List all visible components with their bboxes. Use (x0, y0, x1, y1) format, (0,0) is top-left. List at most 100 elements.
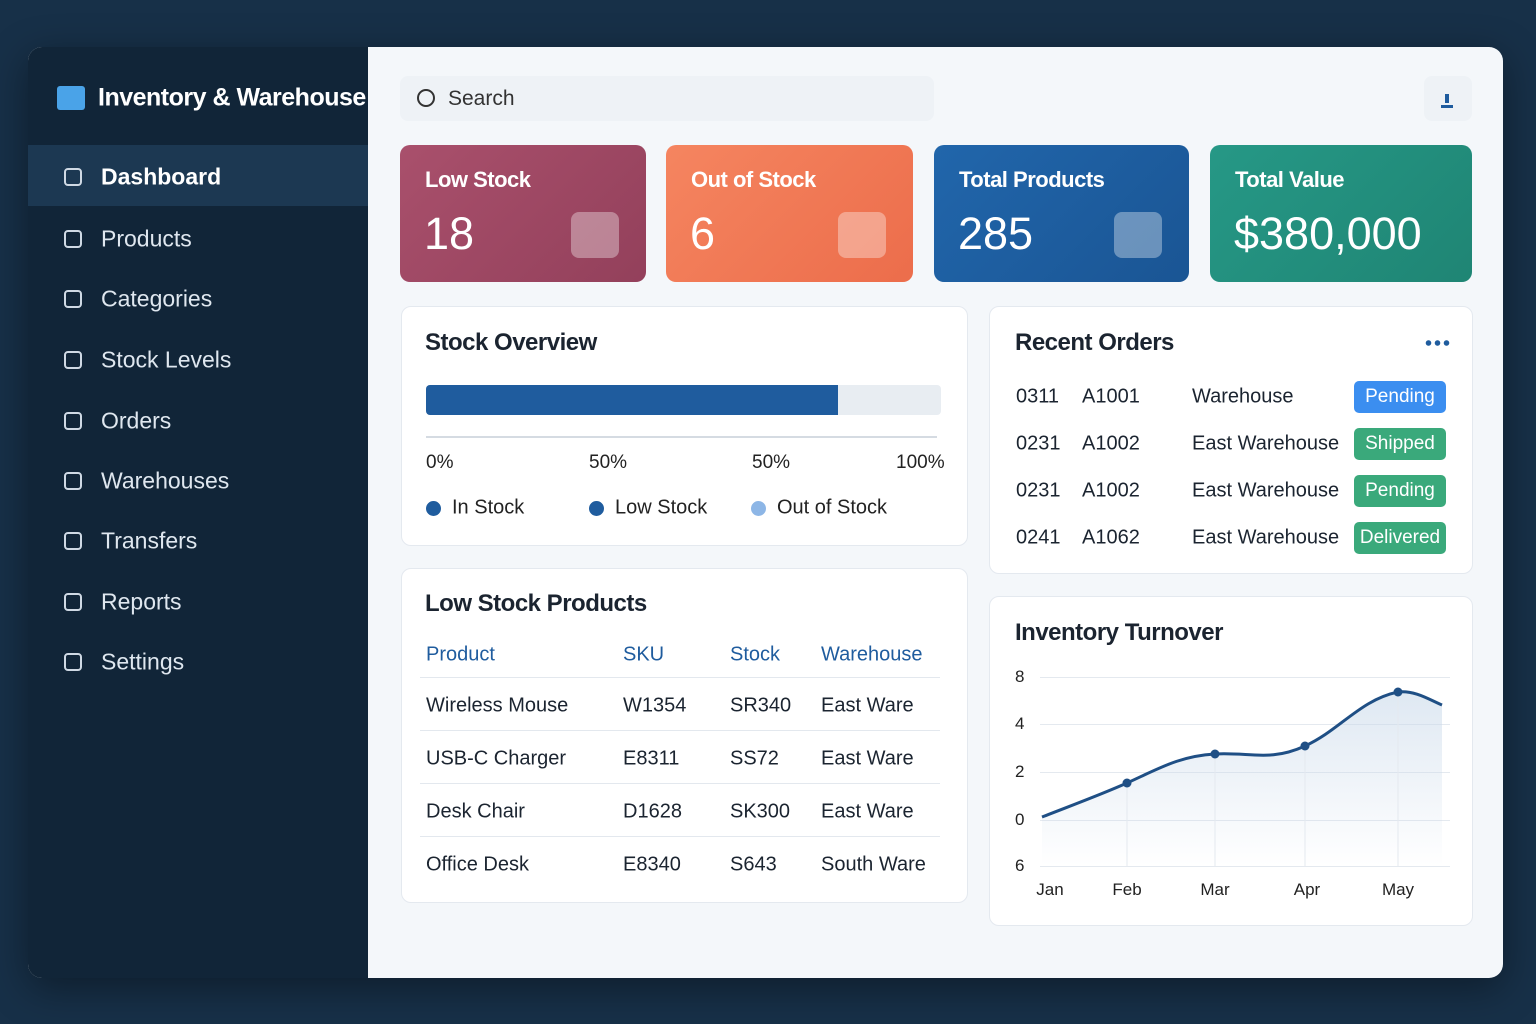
grid-line (1040, 724, 1450, 725)
order-id: A1001 (1082, 385, 1140, 408)
nav-icon (64, 351, 82, 369)
legend-dot (426, 501, 441, 516)
status-text: Shipped (1365, 433, 1435, 454)
row-divider (420, 783, 940, 784)
nav-icon (64, 412, 82, 430)
grid-line (1040, 772, 1450, 773)
x-label: Mar (1200, 880, 1230, 899)
order-id: A1062 (1082, 526, 1140, 549)
progress-fill (426, 385, 838, 415)
order-id: A1002 (1082, 432, 1140, 455)
grid-line (1040, 820, 1450, 821)
kpi-icon (838, 212, 886, 258)
table-cell: W1354 (623, 694, 687, 717)
nav-icon (64, 168, 82, 186)
order-date: 0241 (1016, 526, 1061, 549)
x-label: Feb (1112, 880, 1142, 899)
column-header: Product (426, 643, 495, 666)
nav-icon (64, 290, 82, 308)
axis-label: 50% (589, 452, 628, 473)
stock-card (401, 306, 968, 546)
table-cell: SR340 (730, 694, 792, 717)
kpi-value: 6 (690, 208, 716, 259)
table-cell: D1628 (623, 800, 682, 823)
download-icon (1441, 91, 1453, 108)
legend-label: Out of Stock (777, 496, 888, 519)
row-divider (420, 730, 940, 731)
nav-item[interactable]: Dashboard (101, 163, 222, 190)
status-text: Delivered (1359, 527, 1441, 548)
nav-item[interactable]: Transfers (101, 527, 198, 554)
y-label: 4 (1015, 714, 1025, 733)
nav-icon (64, 593, 82, 611)
nav-icon (64, 472, 82, 490)
order-warehouse: East Warehouse (1192, 479, 1340, 502)
order-date: 0311 (1016, 385, 1060, 408)
table-cell: East Ware (821, 800, 914, 823)
nav-item[interactable]: Categories (101, 285, 213, 312)
nav-icon (64, 653, 82, 671)
kpi-card (1210, 145, 1472, 282)
axis-label: 100% (896, 452, 945, 473)
y-label: 0 (1015, 810, 1025, 829)
legend-dot (751, 501, 766, 516)
more-menu[interactable] (1424, 338, 1450, 348)
column-header: Stock (730, 643, 781, 666)
nav-item[interactable]: Orders (101, 407, 172, 434)
kpi-card (666, 145, 913, 282)
order-id: A1002 (1082, 479, 1140, 502)
y-label: 6 (1015, 856, 1025, 875)
legend-label: Low Stock (615, 496, 708, 519)
status-badge (1354, 381, 1446, 413)
order-date: 0231 (1016, 479, 1061, 502)
nav-active (28, 145, 368, 206)
kpi-value: 18 (424, 208, 475, 259)
nav-item[interactable]: Warehouses (101, 467, 230, 494)
search-placeholder: Search (448, 87, 515, 110)
order-warehouse: East Warehouse (1192, 432, 1340, 455)
nav-item[interactable]: Products (101, 225, 192, 252)
grid-line (1040, 866, 1450, 867)
search-icon (417, 89, 435, 107)
progress-axis (426, 436, 937, 438)
table-cell: Office Desk (426, 853, 529, 876)
table-cell: Wireless Mouse (426, 694, 569, 717)
nav-item[interactable]: Settings (101, 648, 185, 675)
nav-icon (64, 230, 82, 248)
logo-icon (57, 86, 85, 110)
y-label: 2 (1015, 762, 1025, 781)
kpi-card (400, 145, 646, 282)
table-cell: SS72 (730, 747, 779, 770)
app-title: Inventory & Warehouse (98, 83, 366, 112)
kpi-card (934, 145, 1189, 282)
axis-label: 50% (752, 452, 791, 473)
order-date: 0231 (1016, 432, 1061, 455)
grid-line (1040, 677, 1450, 678)
status-badge (1354, 475, 1446, 507)
kpi-value: 285 (958, 208, 1034, 259)
search-box[interactable] (400, 76, 934, 121)
card-title: Inventory Turnover (1015, 619, 1223, 646)
column-header: SKU (623, 643, 665, 666)
kpi-label: Total Products (959, 167, 1105, 192)
kpi-icon (1114, 212, 1162, 258)
column-header: Warehouse (821, 643, 923, 666)
table-cell: Desk Chair (426, 800, 525, 823)
table-cell: South Ware (821, 853, 926, 876)
nav-item[interactable]: Stock Levels (101, 346, 232, 373)
low-stock-card (401, 568, 968, 903)
x-label: Apr (1293, 880, 1321, 899)
status-badge (1354, 428, 1446, 460)
kpi-label: Total Value (1235, 167, 1345, 192)
status-badge (1354, 522, 1446, 554)
order-warehouse: Warehouse (1192, 385, 1294, 408)
nav-item[interactable]: Reports (101, 588, 182, 615)
kpi-icon (571, 212, 619, 258)
order-warehouse: East Warehouse (1192, 526, 1340, 549)
card-title: Recent Orders (1015, 329, 1174, 356)
table-cell: East Ware (821, 694, 914, 717)
table-cell: S643 (730, 853, 777, 876)
nav-icon (64, 532, 82, 550)
